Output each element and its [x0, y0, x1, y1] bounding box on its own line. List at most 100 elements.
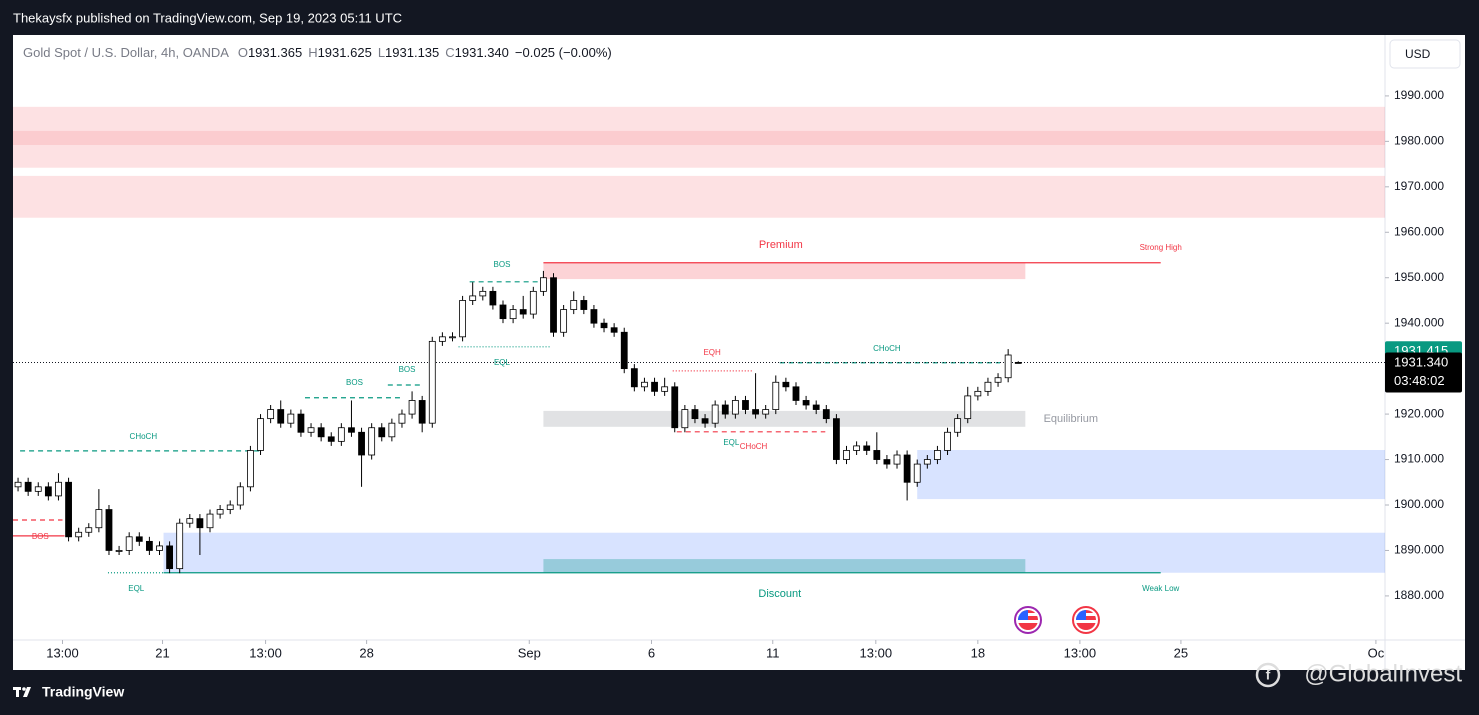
ohlc-key: O: [238, 45, 248, 60]
annotation: BOS: [32, 532, 49, 541]
candle-body: [560, 309, 568, 333]
candle-body: [681, 409, 689, 429]
candle-body: [620, 331, 628, 370]
y-tick-label: 1990.000: [1394, 88, 1444, 102]
candle-body: [398, 413, 406, 424]
annotation: CHoCH: [130, 432, 158, 441]
candle-body: [711, 404, 719, 424]
event-flag[interactable]: [1014, 606, 1042, 634]
candle-body: [519, 309, 527, 315]
currency-button[interactable]: [1389, 39, 1461, 69]
candle-body: [55, 481, 62, 497]
candle-body: [630, 368, 638, 388]
candle-body: [742, 400, 749, 410]
annotation: Equilibrium: [1044, 413, 1098, 425]
x-tick-label: Oc: [1368, 645, 1385, 660]
candle-body: [105, 509, 113, 551]
candle-body: [812, 404, 820, 410]
countdown: 03:48:02: [1394, 373, 1445, 388]
x-tick-label: 13:00: [249, 645, 282, 660]
candle-body: [236, 486, 244, 506]
y-tick-label: 1890.000: [1394, 543, 1444, 557]
candle-body: [540, 277, 547, 292]
candle-body: [752, 409, 759, 415]
x-tick-label: Sep: [518, 645, 541, 660]
candle-body: [974, 390, 982, 397]
candle-body: [297, 413, 305, 433]
candle-body: [691, 409, 699, 420]
candle-body: [721, 404, 729, 415]
currency-label[interactable]: USD: [1405, 47, 1431, 61]
candle-body: [822, 409, 830, 420]
candle-body: [529, 290, 537, 315]
tv-logo: [13, 687, 31, 697]
candle-body: [277, 409, 285, 424]
candle-body: [176, 522, 184, 570]
candle-body: [994, 377, 1002, 383]
price-badge-label: 1931.340: [1394, 354, 1448, 369]
candle-body: [145, 540, 153, 551]
candle-body: [216, 509, 224, 515]
y-tick-label: 1880.000: [1394, 588, 1444, 602]
candle-body: [731, 400, 739, 415]
y-tick-label: 1970.000: [1394, 179, 1444, 193]
candle-body: [954, 418, 962, 433]
candle-body: [610, 327, 618, 333]
zone: [13, 130, 1385, 145]
watermark-icon: f: [1255, 662, 1281, 688]
candle-body: [156, 545, 163, 551]
candle-body: [782, 381, 790, 388]
candle-body: [348, 427, 355, 433]
candle-body: [1014, 362, 1022, 364]
candle-body: [833, 418, 840, 460]
annotation: EQH: [703, 348, 721, 357]
candle-body: [358, 431, 365, 456]
ohlc-value: 1931.625: [318, 45, 372, 60]
price-badge: [1385, 352, 1462, 393]
candle-body: [125, 536, 133, 551]
candle-body: [923, 459, 931, 465]
x-tick-label: 11: [766, 645, 780, 660]
candle-body: [267, 409, 275, 420]
annotation: CHoCH: [873, 344, 901, 353]
annotation: BOS: [494, 260, 511, 269]
candle-body: [863, 445, 871, 451]
ohlc-value: 1931.365: [248, 45, 302, 60]
candle-body: [34, 486, 42, 492]
annotation: Premium: [759, 239, 803, 251]
annotation: EQL: [128, 584, 145, 593]
ohlc-value: 1931.135: [385, 45, 439, 60]
candle-body: [469, 295, 477, 301]
candle-body: [44, 486, 52, 497]
candle-body: [115, 550, 123, 552]
candle-body: [570, 300, 578, 310]
candle-body: [287, 413, 295, 424]
y-tick-label: 1920.000: [1394, 406, 1444, 420]
annotation: EQL: [723, 438, 740, 447]
candle-body: [550, 277, 557, 333]
annotation: Weak Low: [1142, 584, 1179, 593]
y-tick-label: 1980.000: [1394, 134, 1444, 148]
candle-body: [883, 459, 891, 465]
candle-body: [843, 450, 850, 460]
candle-body: [641, 381, 648, 388]
candle-body: [762, 409, 770, 415]
candle-body: [509, 309, 517, 320]
candle-body: [701, 418, 709, 424]
candle-body: [65, 481, 72, 538]
candle-body: [135, 536, 143, 542]
candle-body: [449, 336, 456, 339]
overlay: 1880.000 1890.000 1900.000 1910.000 1920.000…: [46, 88, 1462, 660]
candle-body: [580, 300, 588, 310]
x-tick-label: 25: [1174, 645, 1188, 660]
candle-body: [247, 450, 254, 488]
candle-body: [307, 427, 315, 433]
event-flag[interactable]: [1072, 606, 1100, 634]
candle-body: [651, 381, 658, 392]
candle-body: [873, 450, 881, 460]
candle-body: [438, 336, 446, 342]
candle-body: [489, 290, 497, 306]
